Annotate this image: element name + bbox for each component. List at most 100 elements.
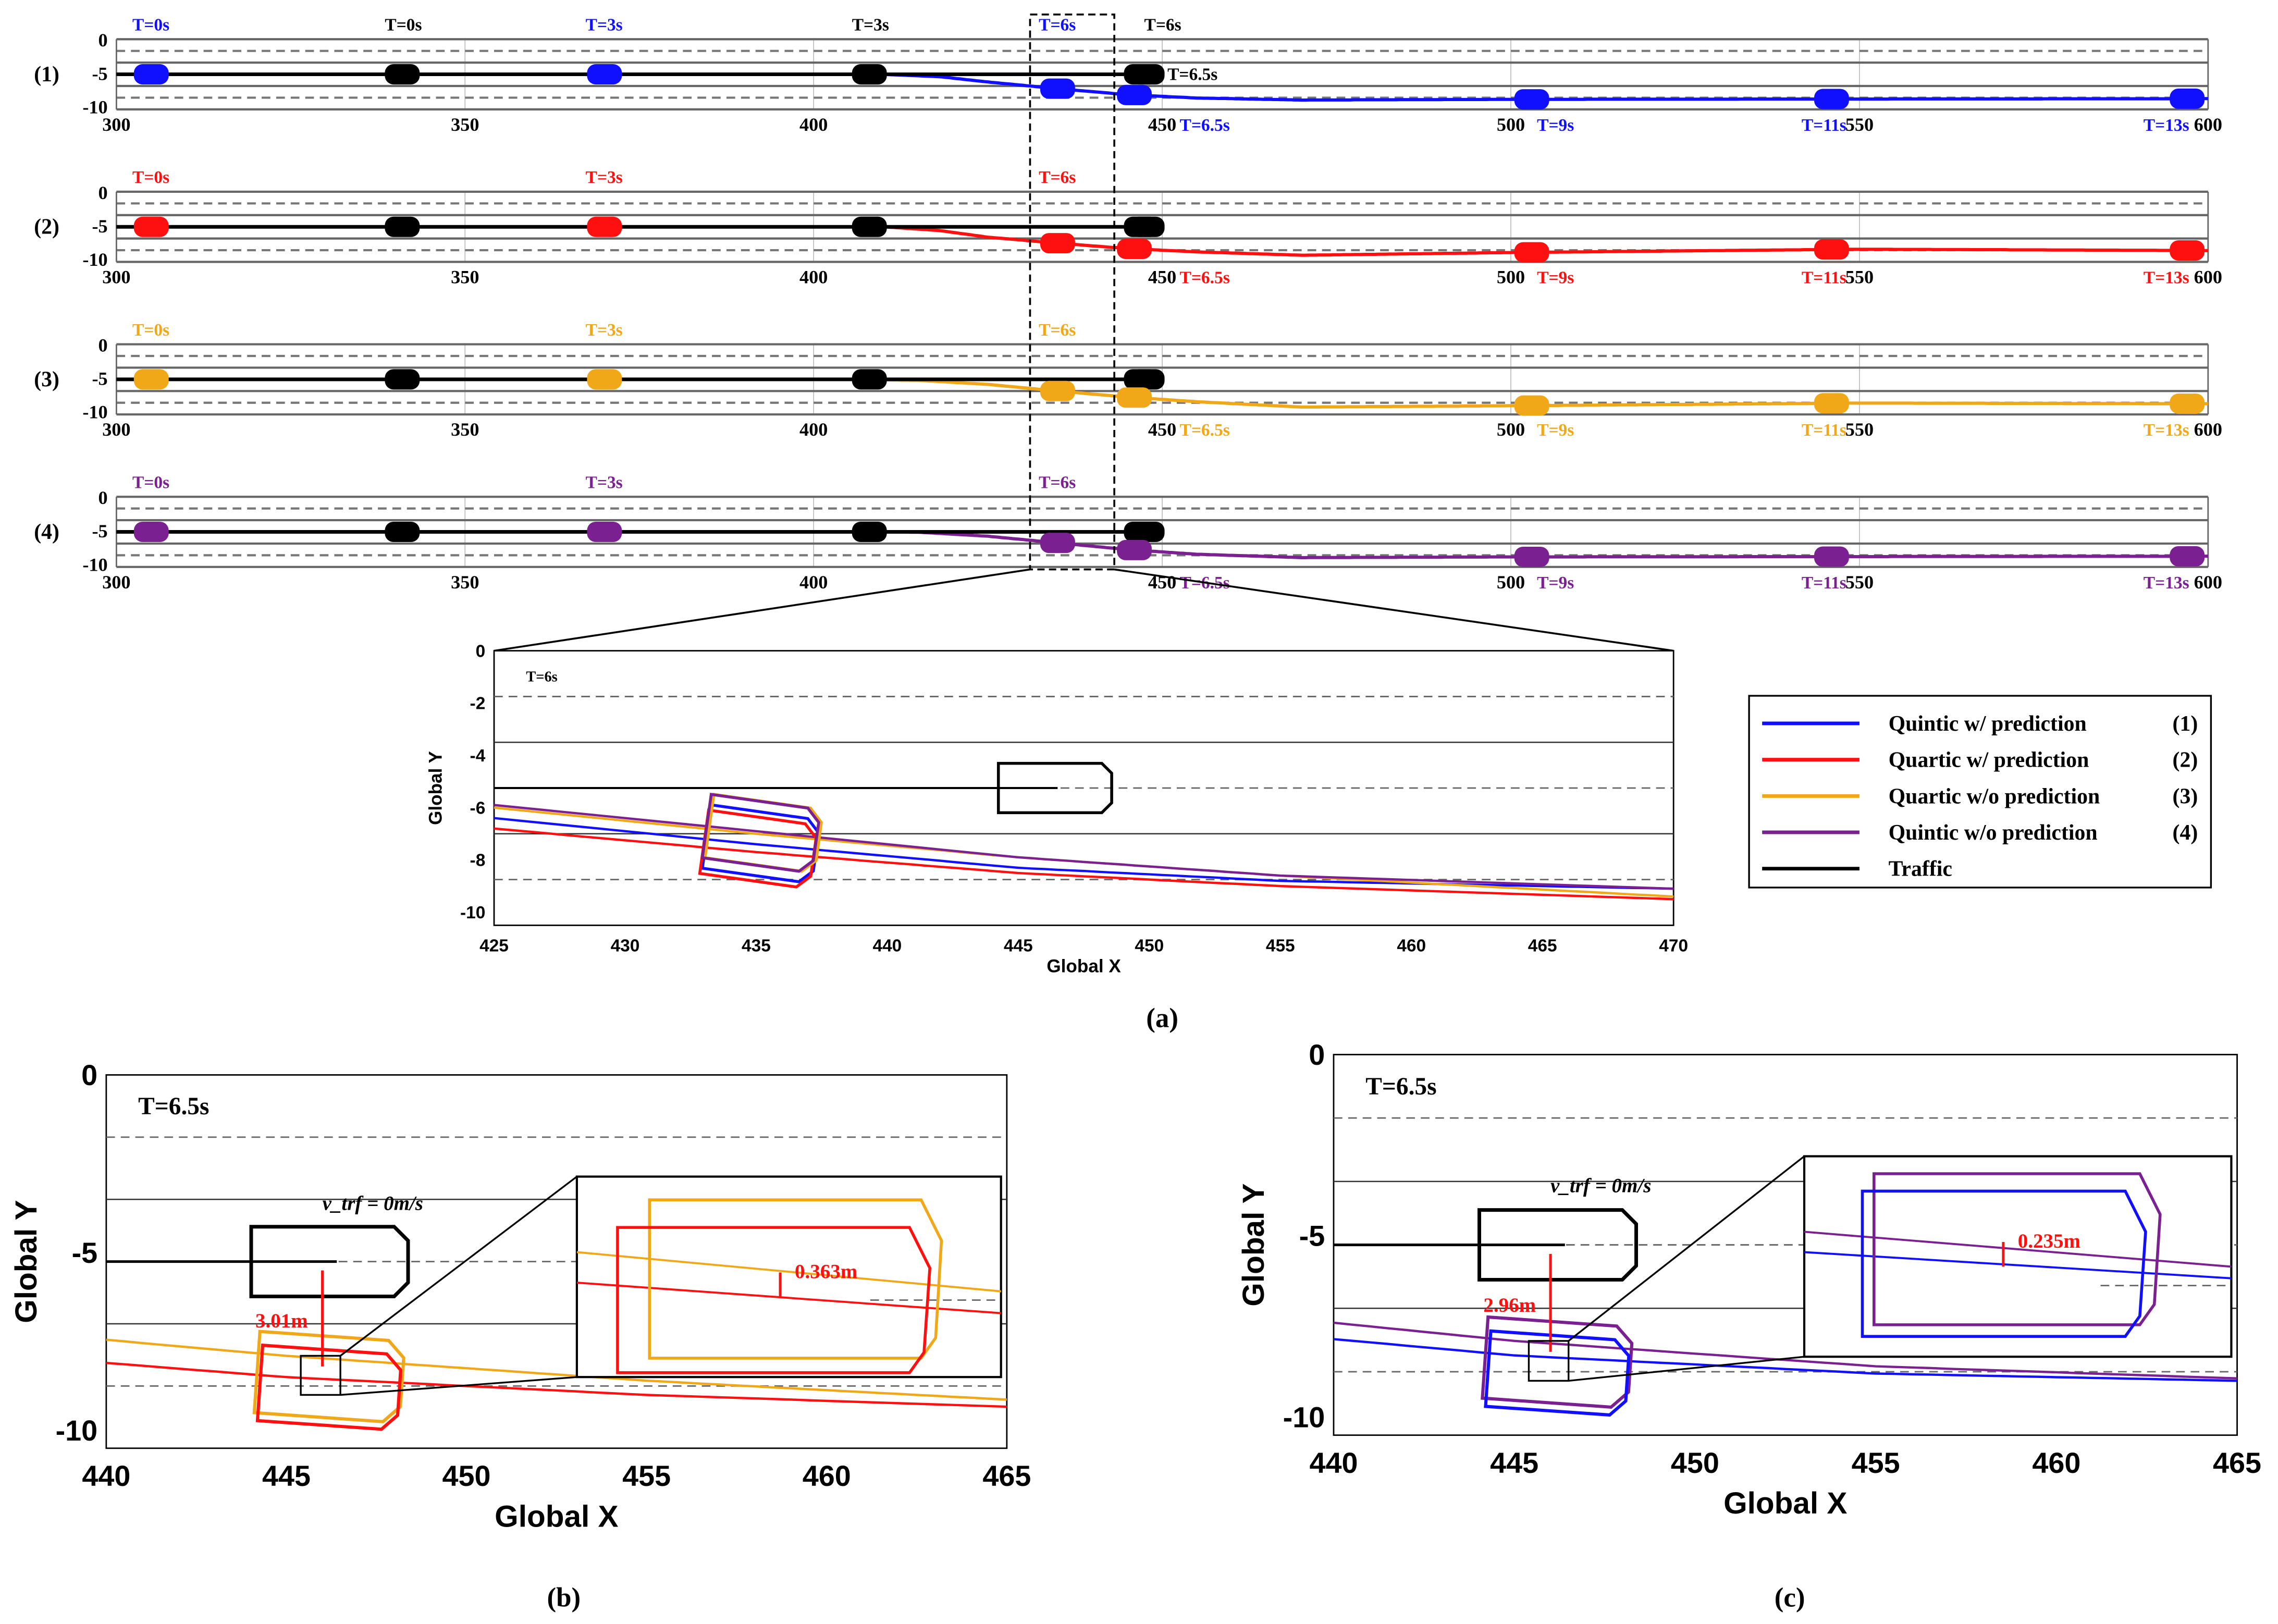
inset-trajectory-line [576, 1282, 1001, 1314]
ego-time-label: T=6.5s [1180, 268, 1230, 287]
inset-gap-label: 0.235m [2018, 1230, 2080, 1252]
inset-connector-line [340, 1176, 577, 1357]
x-tick-label: 455 [1266, 937, 1295, 956]
x-tick-label: 350 [451, 572, 479, 593]
ego-time-label: T=0s [132, 321, 169, 340]
x-tick-label: 600 [2194, 266, 2222, 287]
x-tick-label: 430 [611, 937, 640, 956]
panel-label: (4) [34, 520, 59, 544]
ego-car-marker [587, 369, 622, 390]
ego-car-marker [1514, 242, 1549, 263]
y-tick-label: -5 [92, 368, 107, 389]
x-tick-label: 500 [1497, 419, 1525, 440]
ego-car-marker [1040, 380, 1075, 401]
x-tick-label: 300 [102, 572, 130, 593]
x-axis-label: Global X [1046, 956, 1121, 977]
traffic-car-outline [1477, 1208, 1639, 1282]
inset-connector-line [340, 1376, 577, 1396]
ego-time-label: T=3s [586, 321, 623, 340]
ego-car-outline [698, 808, 818, 889]
inset-ego-car-outline [1872, 1172, 2162, 1326]
x-tick-label: 350 [451, 114, 479, 135]
traffic-time-label: T=6s [1144, 16, 1181, 35]
ego-car-marker [1040, 233, 1075, 254]
ego-time-label: T=11s [1802, 421, 1846, 440]
x-tick-label: 300 [102, 419, 130, 440]
gap-label: 3.01m [255, 1310, 308, 1332]
ego-time-label: T=9s [1537, 116, 1574, 135]
traffic-car-marker [852, 216, 887, 237]
x-tick-label: 440 [82, 1460, 130, 1492]
y-tick-label: 0 [98, 182, 108, 203]
ego-car-marker [1814, 546, 1849, 567]
y-tick-label: -5 [72, 1237, 98, 1269]
traffic-car-marker [385, 521, 420, 543]
time-label: T=6s [526, 669, 557, 685]
ego-time-label: T=6s [1039, 473, 1076, 492]
x-tick-label: 600 [2194, 419, 2222, 440]
y-tick-label: -10 [82, 249, 107, 270]
ego-car-marker [1117, 84, 1152, 105]
trajectory-line [106, 1338, 1007, 1401]
x-tick-label: 450 [442, 1460, 491, 1492]
inset-connector-line [1568, 1155, 1805, 1342]
ego-car-marker [2170, 88, 2205, 109]
y-tick-label: -10 [82, 554, 107, 575]
x-tick-label: 300 [102, 114, 130, 135]
y-tick-label: 0 [81, 1059, 97, 1091]
ego-car-marker [1040, 78, 1075, 99]
ego-time-label: T=6.5s [1180, 421, 1230, 440]
ego-car-marker [1814, 239, 1849, 260]
x-axis-label: Global X [1723, 1486, 1847, 1520]
x-tick-label: 425 [479, 937, 509, 956]
x-tick-label: 455 [1852, 1447, 1900, 1479]
traffic-car-marker [852, 64, 887, 85]
inset-trajectory-line [576, 1251, 1001, 1293]
traffic-car-marker [1129, 369, 1165, 390]
x-tick-label: 450 [1148, 114, 1176, 135]
x-tick-label: 350 [451, 266, 479, 287]
y-tick-label: -5 [92, 216, 107, 237]
ego-car-marker [1814, 393, 1849, 414]
inset-ego-car-outline [616, 1226, 931, 1374]
traffic-car-outline [996, 761, 1113, 815]
x-tick-label: 435 [742, 937, 771, 956]
x-tick-label: 400 [799, 419, 828, 440]
ego-car-marker [1814, 89, 1849, 109]
y-tick-label: 0 [98, 487, 108, 508]
y-tick-label: -4 [470, 746, 486, 766]
ego-car-marker [1040, 533, 1075, 553]
panel-label: (1) [34, 63, 59, 87]
ego-time-label: T=0s [132, 16, 169, 35]
ego-car-outline [700, 793, 820, 873]
ego-time-label: T=11s [1802, 116, 1846, 135]
ego-time-label: T=3s [586, 16, 623, 35]
x-tick-label: 500 [1497, 266, 1525, 287]
ego-time-label: T=0s [132, 473, 169, 492]
ego-time-label: T=6s [1039, 168, 1076, 187]
y-tick-label: 0 [1309, 1039, 1325, 1071]
y-tick-label: -10 [56, 1414, 98, 1447]
gap-label: 2.96m [1483, 1294, 1536, 1317]
x-tick-label: 450 [1671, 1447, 1719, 1479]
legend-tag: (1) [2173, 712, 2198, 736]
ego-time-label: T=11s [1802, 573, 1846, 593]
x-tick-label: 440 [1309, 1447, 1358, 1479]
traffic-car-marker [385, 64, 420, 85]
zoom-connector-line [494, 568, 1030, 652]
inset-gap-label: 0.363m [795, 1261, 857, 1283]
caption-b: (b) [547, 1583, 581, 1613]
x-tick-label: 500 [1497, 572, 1525, 593]
x-axis-label: Global X [495, 1499, 618, 1533]
ego-car-marker [587, 521, 622, 543]
traffic-time-label: T=3s [852, 16, 889, 35]
y-axis-label: Global Y [9, 1200, 43, 1323]
ego-car-marker [2170, 393, 2205, 414]
ego-time-label: T=9s [1537, 268, 1574, 287]
time-label: T=6.5s [138, 1093, 209, 1120]
y-tick-label: -10 [82, 402, 107, 423]
x-tick-label: 445 [1490, 1447, 1538, 1479]
ego-car-marker [133, 64, 169, 85]
x-tick-label: 455 [622, 1460, 671, 1492]
